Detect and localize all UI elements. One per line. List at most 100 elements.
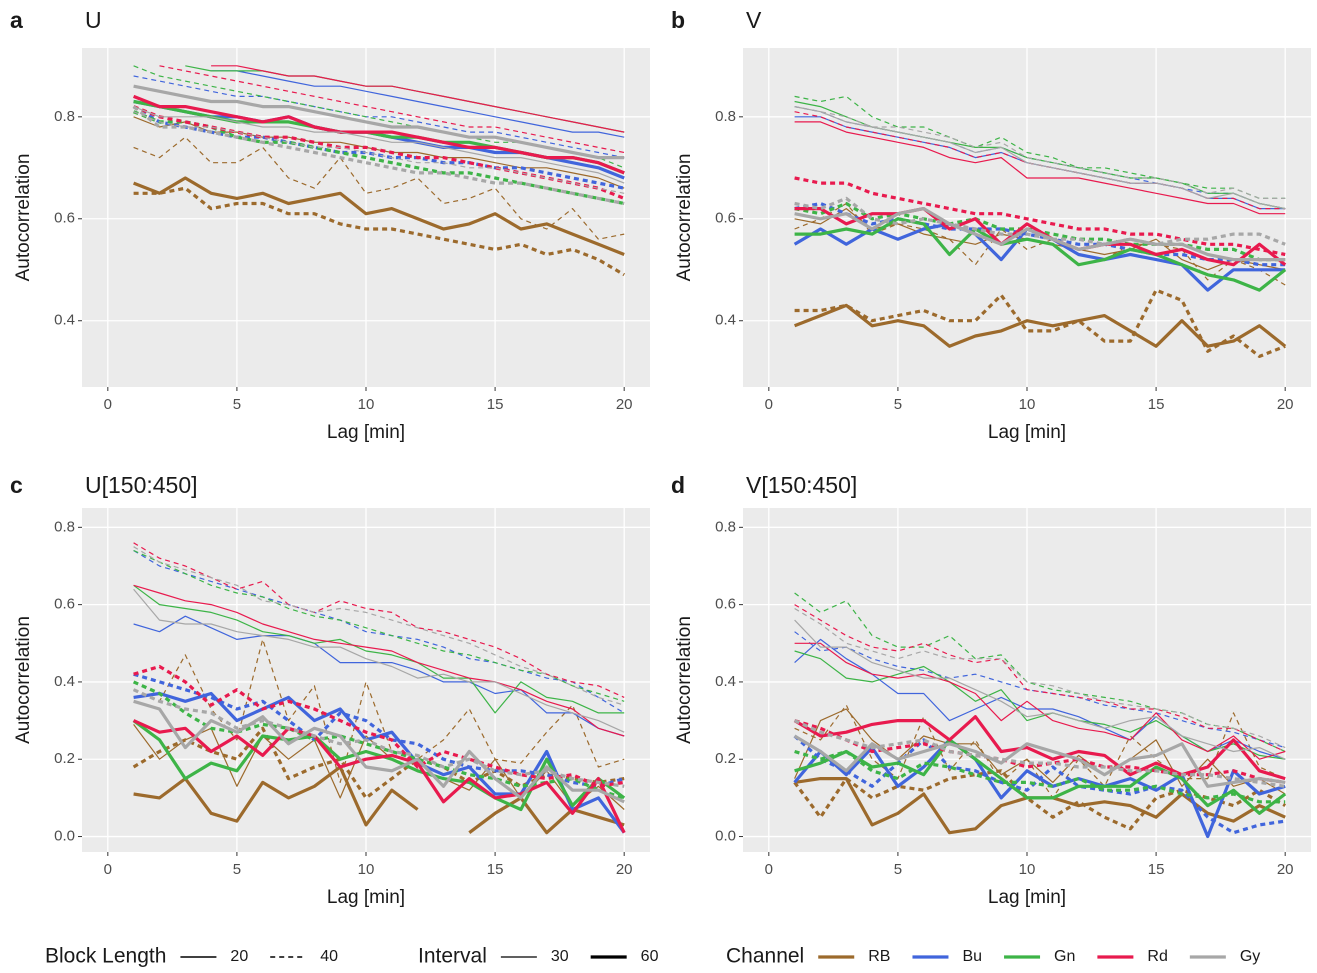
x-tick-label: 0 <box>765 396 773 413</box>
panel-title: V <box>746 7 762 33</box>
legend-label: 20 <box>230 948 248 965</box>
x-tick-label: 10 <box>358 861 375 878</box>
series-line <box>133 664 625 788</box>
panel-label: b <box>671 7 685 33</box>
series-line <box>794 106 1286 199</box>
series-line <box>133 546 625 706</box>
series-line <box>133 588 625 733</box>
x-tick-label: 10 <box>1019 861 1036 878</box>
series-line <box>794 207 1286 262</box>
legend-label: 40 <box>320 948 338 965</box>
series-line <box>133 765 625 835</box>
y-axis-label: Autocorrelation <box>674 616 695 744</box>
series-line <box>794 288 1286 358</box>
series-line <box>132 105 625 206</box>
legend-title: Block Length <box>45 945 166 968</box>
x-tick-label: 10 <box>1019 396 1036 413</box>
x-axis-label: Lag [min] <box>327 422 405 443</box>
legend-label: Rd <box>1147 948 1167 965</box>
x-tick-label: 15 <box>1148 396 1165 413</box>
panel-label: d <box>671 472 685 498</box>
x-tick-label: 10 <box>358 396 375 413</box>
y-axis-label: Autocorrelation <box>13 154 34 282</box>
series-line <box>794 303 1287 348</box>
series-line <box>794 708 1286 795</box>
series-line <box>132 719 626 812</box>
y-tick-label: 0.0 <box>715 828 736 845</box>
panel-label: a <box>10 7 23 33</box>
legend-label: Gy <box>1240 948 1260 965</box>
x-axis-label: Lag [min] <box>988 887 1066 908</box>
x-tick-label: 0 <box>104 861 112 878</box>
series-line <box>794 642 1286 760</box>
y-tick-label: 0.4 <box>54 673 75 690</box>
series-line <box>133 542 625 698</box>
series-line <box>793 719 1286 788</box>
y-tick-label: 0.4 <box>715 312 736 329</box>
x-tick-label: 20 <box>616 861 633 878</box>
x-tick-label: 15 <box>487 396 504 413</box>
y-tick-label: 0.6 <box>715 596 736 613</box>
panel-label: c <box>10 472 23 498</box>
y-tick-label: 0.6 <box>715 210 736 227</box>
series-line <box>133 106 625 184</box>
x-tick-label: 20 <box>1277 396 1294 413</box>
series-line <box>133 136 625 240</box>
series-line <box>793 715 1286 781</box>
legend-label: 30 <box>551 948 569 965</box>
series-line <box>133 116 625 189</box>
legend-label: RB <box>868 948 890 965</box>
series-line <box>794 704 1286 799</box>
series-line <box>794 217 1287 292</box>
x-tick-label: 0 <box>765 861 773 878</box>
legend-label: Gn <box>1054 948 1075 965</box>
panel-title: V[150:450] <box>746 472 857 498</box>
y-tick-label: 0.2 <box>54 750 75 767</box>
legend-label: Bu <box>962 948 982 965</box>
series-line <box>211 70 625 138</box>
y-tick-label: 0.6 <box>54 210 75 227</box>
x-tick-label: 15 <box>487 861 504 878</box>
series-line <box>794 121 1286 215</box>
series-line <box>793 734 1286 835</box>
x-tick-label: 5 <box>233 396 241 413</box>
series-line <box>794 749 1286 804</box>
panel-title: U[150:450] <box>85 472 198 498</box>
series-line <box>793 734 1286 788</box>
y-tick-label: 0.8 <box>715 108 736 125</box>
x-tick-label: 15 <box>1148 861 1165 878</box>
series-line <box>794 592 1286 753</box>
series-line <box>159 65 625 154</box>
series-line <box>794 604 1286 753</box>
series-line <box>794 106 1286 210</box>
legend-title: Interval <box>418 945 487 968</box>
series-line <box>793 769 1287 831</box>
series-line <box>794 607 1286 749</box>
legend-label: 60 <box>641 948 659 965</box>
x-tick-label: 0 <box>104 396 112 413</box>
series-line <box>133 111 625 194</box>
legend-title: Channel <box>726 945 804 968</box>
series-line <box>132 105 625 190</box>
series-line <box>794 619 1286 760</box>
y-tick-label: 0.0 <box>54 828 75 845</box>
series-line <box>132 719 626 834</box>
y-tick-label: 0.8 <box>54 518 75 535</box>
series-line <box>794 176 1286 257</box>
x-tick-label: 5 <box>894 396 902 413</box>
series-line <box>794 95 1286 199</box>
series-line <box>133 75 625 159</box>
series-line <box>794 738 1287 815</box>
series-line <box>211 65 625 133</box>
x-axis-label: Lag [min] <box>327 887 405 908</box>
series-line <box>133 94 625 175</box>
series-line <box>133 699 625 804</box>
series-line <box>133 186 626 277</box>
y-tick-label: 0.8 <box>54 108 75 125</box>
y-tick-label: 0.2 <box>715 750 736 767</box>
x-tick-label: 5 <box>894 861 902 878</box>
y-tick-label: 0.4 <box>715 673 736 690</box>
series-line <box>794 207 1287 267</box>
x-axis-label: Lag [min] <box>988 422 1066 443</box>
